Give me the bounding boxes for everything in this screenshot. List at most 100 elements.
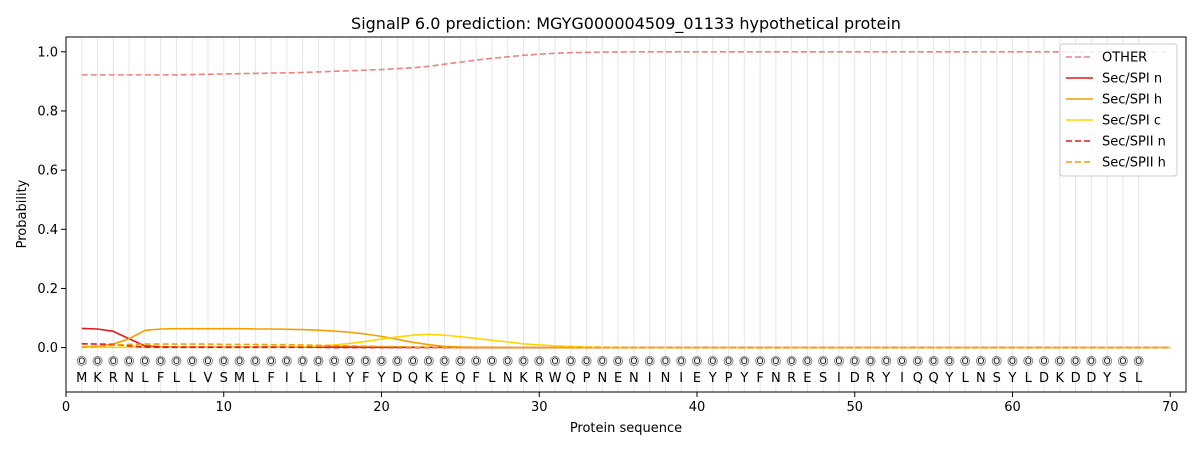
residue-marker-label: O: [268, 357, 275, 367]
residue-marker: [613, 355, 624, 366]
residue-marker: [707, 355, 718, 366]
residue-marker: [423, 355, 434, 366]
residue-marker-label: O: [362, 357, 369, 367]
residue-marker: [376, 355, 387, 366]
residue-marker-label: O: [741, 357, 748, 367]
residue-marker: [849, 355, 860, 366]
residue-marker-label: O: [252, 357, 259, 367]
residue-marker-label: O: [583, 357, 590, 367]
residue-marker-label: O: [110, 357, 117, 367]
residue-marker: [739, 355, 750, 366]
residue-marker-label: O: [1135, 357, 1142, 367]
residue-marker-label: O: [946, 357, 953, 367]
residue-marker: [581, 355, 592, 366]
residue-label: N: [503, 371, 513, 386]
residue-marker-label: O: [315, 357, 322, 367]
residue-marker-label: O: [346, 357, 353, 367]
y-tick-label: 0.2: [37, 282, 58, 297]
y-tick-label: 0.0: [37, 341, 58, 356]
residue-marker-label: O: [630, 357, 637, 367]
residue-label: R: [866, 371, 875, 386]
residue-marker-label: O: [835, 357, 842, 367]
residue-marker: [802, 355, 813, 366]
residue-label: Q: [408, 371, 418, 386]
residue-label: S: [819, 371, 827, 386]
residue-marker: [1117, 355, 1128, 366]
residue-marker: [313, 355, 324, 366]
residue-label: E: [614, 371, 622, 386]
residue-marker: [1070, 355, 1081, 366]
residue-label: I: [332, 371, 336, 386]
residue-marker: [550, 355, 561, 366]
y-tick-label: 0.8: [37, 104, 58, 119]
residue-marker: [518, 355, 529, 366]
residue-label: F: [756, 371, 763, 386]
residue-marker: [755, 355, 766, 366]
x-tick-label: 10: [215, 400, 232, 415]
residue-marker-label: O: [1088, 357, 1095, 367]
residue-marker-label: O: [662, 357, 669, 367]
residue-marker-label: O: [899, 357, 906, 367]
residue-marker: [881, 355, 892, 366]
residue-label: N: [124, 371, 134, 386]
residue-label: D: [392, 371, 402, 386]
x-tick-label: 20: [373, 400, 390, 415]
residue-label: Y: [708, 371, 717, 386]
legend-box: [1059, 43, 1178, 177]
residue-marker-label: O: [930, 357, 937, 367]
x-tick-label: 30: [531, 400, 548, 415]
residue-marker: [912, 355, 923, 366]
residue-label: L: [141, 371, 149, 386]
residue-marker-label: O: [599, 357, 606, 367]
residue-label: Y: [739, 371, 748, 386]
residue-label: M: [234, 371, 245, 386]
residue-marker: [534, 355, 545, 366]
legend-label: Sec/SPI c: [1102, 114, 1161, 129]
x-axis-label: Protein sequence: [570, 421, 682, 436]
residue-marker-label: O: [693, 357, 700, 367]
residue-marker-label: O: [1119, 357, 1126, 367]
legend-label: Sec/SPII n: [1102, 135, 1166, 150]
legend-label: OTHER: [1102, 51, 1147, 66]
residue-marker-label: O: [804, 357, 811, 367]
residue-label: E: [440, 371, 448, 386]
residue-label: Q: [913, 371, 923, 386]
residue-marker: [676, 355, 687, 366]
residue-label: F: [472, 371, 479, 386]
residue-label: Q: [455, 371, 465, 386]
residue-label: Y: [1102, 371, 1111, 386]
residue-marker: [975, 355, 986, 366]
legend: OTHER Sec/SPI n Sec/SPI h Sec/SPI c Sec/SPII…: [1059, 43, 1178, 177]
residue-marker-label: O: [536, 357, 543, 367]
residue-marker: [297, 355, 308, 366]
residue-label: M: [76, 371, 87, 386]
residue-marker-label: O: [1040, 357, 1047, 367]
residue-label: S: [1119, 371, 1127, 386]
legend-label: Sec/SPI n: [1102, 72, 1162, 87]
residue-label: D: [1086, 371, 1096, 386]
residue-marker: [486, 355, 497, 366]
series-line: [81, 343, 1171, 349]
residue-marker-label: O: [409, 357, 416, 367]
series-lines: [81, 50, 1171, 349]
residue-marker-label: O: [883, 357, 890, 367]
residue-marker-label: O: [914, 357, 921, 367]
residue-label: I: [285, 371, 289, 386]
residue-label: L: [189, 371, 197, 386]
residue-marker-label: O: [441, 357, 448, 367]
residue-label: K: [93, 371, 102, 386]
residue-label: L: [315, 371, 323, 386]
residue-marker: [660, 355, 671, 366]
residue-marker: [960, 355, 971, 366]
residue-marker: [991, 355, 1002, 366]
residue-label: K: [519, 371, 528, 386]
residue-label: E: [803, 371, 811, 386]
residue-marker-label: O: [173, 357, 180, 367]
residue-marker: [281, 355, 292, 366]
residue-marker: [833, 355, 844, 366]
residue-marker-label: O: [283, 357, 290, 367]
residue-marker: [691, 355, 702, 366]
residue-marker: [92, 355, 103, 366]
residue-marker-label: O: [141, 357, 148, 367]
